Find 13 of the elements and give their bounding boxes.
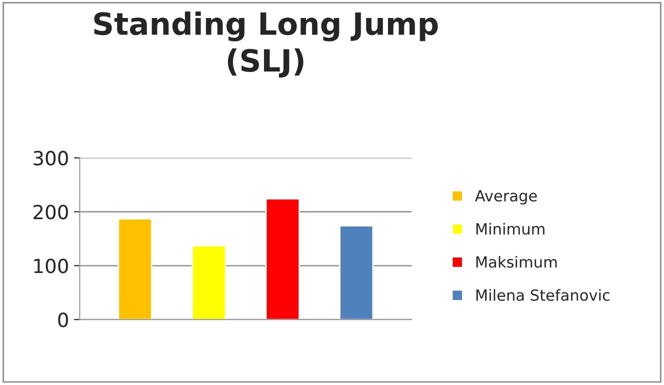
y-tick-label: 200: [34, 204, 68, 220]
legend-label: Minimum: [476, 222, 544, 235]
legend-label: Average: [475, 190, 537, 204]
chart-title: Standing Long Jump (SLJ): [94, 12, 438, 78]
y-tick-label: 300: [34, 150, 68, 166]
legend-label: Milena Stefanovic: [476, 289, 610, 301]
bar: [265, 198, 300, 320]
bar: [118, 218, 152, 320]
bar: [339, 225, 374, 320]
bar: [191, 245, 226, 320]
y-tick-label: 100: [34, 258, 68, 274]
legend-label: Maksimum: [476, 256, 557, 268]
y-tick-label: 0: [58, 312, 68, 328]
